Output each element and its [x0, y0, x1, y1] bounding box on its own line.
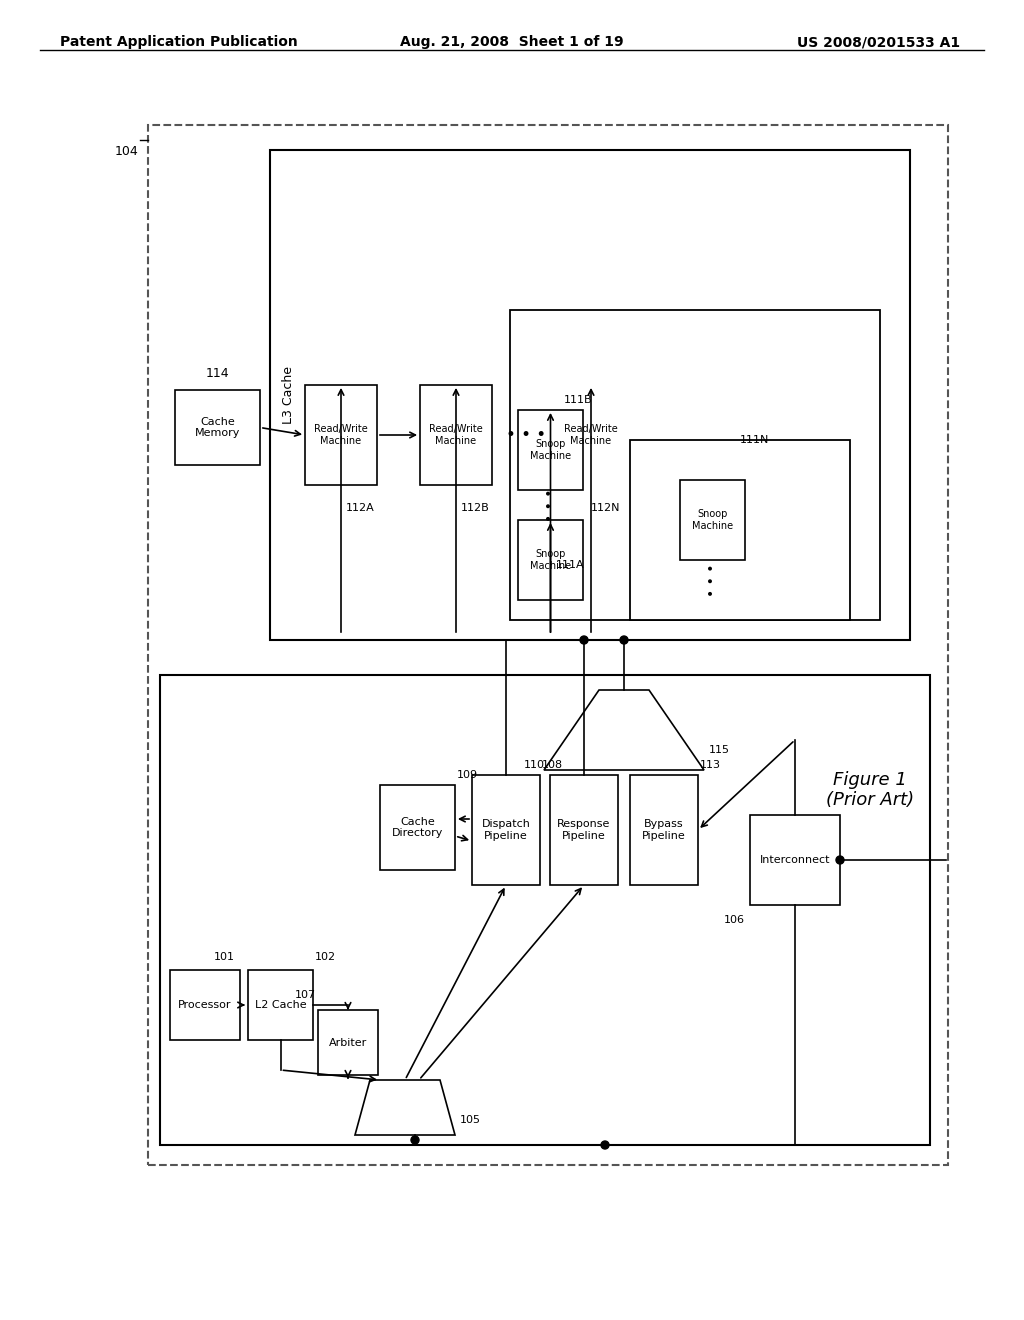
FancyBboxPatch shape — [380, 785, 455, 870]
Text: Read/Write
Machine: Read/Write Machine — [314, 424, 368, 446]
FancyBboxPatch shape — [270, 150, 910, 640]
Text: 106: 106 — [724, 915, 745, 925]
FancyBboxPatch shape — [472, 775, 540, 884]
Text: Arbiter: Arbiter — [329, 1038, 368, 1048]
Text: Bypass
Pipeline: Bypass Pipeline — [642, 820, 686, 841]
FancyBboxPatch shape — [175, 389, 260, 465]
FancyBboxPatch shape — [750, 814, 840, 906]
FancyBboxPatch shape — [630, 440, 850, 620]
Text: 102: 102 — [315, 952, 336, 962]
Text: 111N: 111N — [740, 436, 770, 445]
Circle shape — [836, 855, 844, 865]
Text: 115: 115 — [709, 744, 730, 755]
FancyBboxPatch shape — [420, 385, 492, 484]
Circle shape — [620, 636, 628, 644]
Text: Patent Application Publication: Patent Application Publication — [60, 36, 298, 49]
FancyBboxPatch shape — [510, 310, 880, 620]
FancyBboxPatch shape — [680, 480, 745, 560]
Polygon shape — [355, 1080, 455, 1135]
Text: 110: 110 — [524, 760, 545, 770]
Text: 109: 109 — [457, 770, 478, 780]
Text: • • •: • • • — [506, 426, 546, 444]
Text: Cache
Memory: Cache Memory — [195, 417, 241, 438]
FancyBboxPatch shape — [305, 385, 377, 484]
Text: 101: 101 — [214, 952, 234, 962]
Text: 111A: 111A — [556, 560, 585, 570]
Text: Snoop
Machine: Snoop Machine — [692, 510, 733, 531]
Text: Dispatch
Pipeline: Dispatch Pipeline — [481, 820, 530, 841]
Text: 108: 108 — [542, 760, 563, 770]
FancyBboxPatch shape — [248, 970, 313, 1040]
Text: 112N: 112N — [591, 503, 621, 513]
Circle shape — [580, 636, 588, 644]
Text: Processor: Processor — [178, 1001, 231, 1010]
Text: Read/Write
Machine: Read/Write Machine — [429, 424, 483, 446]
Text: Read/Write
Machine: Read/Write Machine — [564, 424, 617, 446]
FancyBboxPatch shape — [318, 1010, 378, 1074]
Text: Cache
Directory: Cache Directory — [392, 817, 443, 838]
Text: 114: 114 — [206, 367, 229, 380]
Text: • • •: • • • — [544, 488, 557, 521]
Circle shape — [411, 1137, 419, 1144]
Text: US 2008/0201533 A1: US 2008/0201533 A1 — [797, 36, 961, 49]
Text: Interconnect: Interconnect — [760, 855, 830, 865]
Text: 104: 104 — [115, 145, 138, 158]
Text: 107: 107 — [295, 990, 316, 1001]
Text: Figure 1
(Prior Art): Figure 1 (Prior Art) — [826, 771, 914, 809]
FancyBboxPatch shape — [518, 411, 583, 490]
FancyBboxPatch shape — [630, 775, 698, 884]
Text: Snoop
Machine: Snoop Machine — [530, 440, 571, 461]
FancyBboxPatch shape — [518, 520, 583, 601]
FancyBboxPatch shape — [170, 970, 240, 1040]
FancyBboxPatch shape — [550, 775, 618, 884]
Text: L3 Cache: L3 Cache — [282, 366, 295, 424]
Text: L2 Cache: L2 Cache — [255, 1001, 306, 1010]
Circle shape — [601, 1140, 609, 1148]
FancyBboxPatch shape — [160, 675, 930, 1144]
Text: • • •: • • • — [706, 564, 720, 597]
Text: Snoop
Machine: Snoop Machine — [530, 549, 571, 570]
Text: 113: 113 — [700, 760, 721, 770]
Text: 112B: 112B — [461, 503, 489, 513]
Polygon shape — [544, 690, 705, 770]
Text: 105: 105 — [460, 1115, 481, 1125]
Text: Aug. 21, 2008  Sheet 1 of 19: Aug. 21, 2008 Sheet 1 of 19 — [400, 36, 624, 49]
Text: Response
Pipeline: Response Pipeline — [557, 820, 610, 841]
Text: 111B: 111B — [564, 395, 593, 405]
FancyBboxPatch shape — [555, 385, 627, 484]
Text: 112A: 112A — [346, 503, 375, 513]
